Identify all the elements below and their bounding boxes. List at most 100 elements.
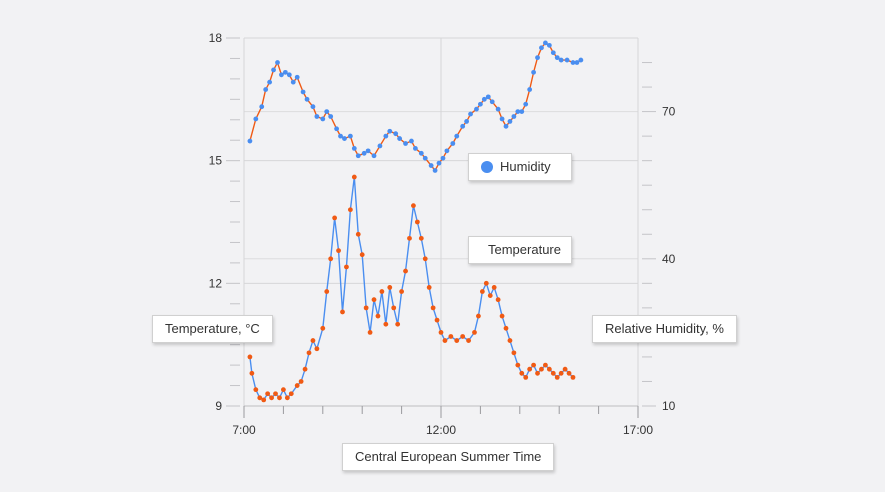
- data-point-humidity: [422, 155, 428, 161]
- data-point-temperature: [247, 354, 253, 360]
- data-point-humidity: [440, 155, 446, 161]
- data-point-humidity: [304, 96, 310, 102]
- tick-labels: 9 12 15 18 10 40 70 7:00 12:00 17:00: [209, 31, 676, 437]
- data-point-temperature: [281, 387, 286, 393]
- x-axis-label: Central European Summer Time: [342, 443, 555, 471]
- data-point-humidity: [436, 160, 442, 166]
- data-point-temperature: [503, 325, 509, 331]
- series-line-humidity: [249, 42, 582, 172]
- data-point-temperature: [523, 374, 529, 380]
- data-point-humidity: [454, 133, 460, 139]
- data-point-humidity: [460, 123, 466, 129]
- data-point-humidity: [328, 114, 334, 119]
- data-point-temperature: [367, 330, 373, 335]
- data-point-temperature: [519, 370, 525, 376]
- data-point-temperature: [383, 321, 389, 327]
- data-point-temperature: [460, 334, 466, 339]
- data-point-humidity: [570, 60, 576, 65]
- data-point-temperature: [359, 252, 365, 258]
- data-point-temperature: [535, 370, 540, 376]
- y2-axis-label: Relative Humidity, %: [592, 315, 737, 343]
- data-point-humidity: [347, 133, 353, 139]
- data-point-humidity: [578, 57, 584, 63]
- data-point-humidity: [282, 69, 288, 75]
- humidity-legend-label: Humidity: [500, 159, 551, 174]
- x-tick-label: 17:00: [623, 423, 653, 437]
- data-point-temperature: [422, 256, 428, 262]
- data-point-humidity: [574, 60, 580, 65]
- y-axis-label: Temperature, °C: [152, 315, 273, 343]
- data-point-humidity: [450, 141, 456, 146]
- data-point-temperature: [379, 289, 385, 294]
- data-point-humidity: [294, 74, 300, 80]
- data-point-temperature: [448, 334, 454, 339]
- data-point-humidity: [428, 163, 434, 168]
- data-point-humidity: [300, 89, 306, 95]
- y-tick-label: 18: [209, 31, 223, 45]
- data-point-temperature: [511, 350, 517, 356]
- data-point-humidity: [499, 116, 505, 122]
- data-point-humidity: [377, 143, 383, 149]
- data-point-temperature: [391, 305, 397, 311]
- data-point-temperature: [531, 362, 536, 368]
- data-point-temperature: [554, 374, 560, 380]
- data-point-humidity: [383, 133, 389, 139]
- data-point-humidity: [365, 148, 371, 154]
- temperature-legend-label: Temperature: [488, 242, 561, 257]
- data-point-humidity: [468, 111, 473, 117]
- x-tick-label: 7:00: [232, 423, 256, 437]
- data-point-temperature: [454, 338, 460, 343]
- series-line-temperature: [249, 176, 574, 401]
- data-point-humidity: [334, 126, 339, 132]
- data-point-temperature: [310, 338, 316, 343]
- data-point-temperature: [495, 297, 501, 303]
- data-point-humidity: [247, 138, 253, 144]
- x-tick-label: 12:00: [426, 423, 456, 437]
- data-point-temperature: [562, 366, 568, 372]
- data-point-temperature: [570, 374, 576, 380]
- data-point-humidity: [507, 119, 513, 124]
- data-point-temperature: [294, 383, 300, 388]
- data-point-humidity: [485, 94, 491, 100]
- data-point-temperature: [546, 366, 552, 372]
- data-point-temperature: [344, 264, 349, 270]
- data-point-humidity: [338, 133, 343, 139]
- data-point-temperature: [411, 203, 416, 209]
- data-point-humidity: [263, 87, 269, 92]
- data-point-temperature: [515, 362, 521, 368]
- data-point-humidity: [527, 87, 533, 92]
- series-markers: [247, 40, 584, 403]
- data-point-temperature: [430, 305, 436, 311]
- data-point-humidity: [320, 116, 326, 122]
- data-point-humidity: [558, 57, 564, 63]
- y2-tick-label: 40: [662, 252, 676, 266]
- data-point-humidity: [355, 153, 361, 159]
- data-point-temperature: [539, 366, 544, 372]
- data-point-temperature: [355, 231, 361, 237]
- data-point-temperature: [298, 379, 304, 384]
- data-point-temperature: [499, 313, 505, 319]
- data-point-humidity: [279, 72, 284, 78]
- data-point-humidity: [474, 106, 479, 112]
- data-point-temperature: [314, 346, 320, 352]
- data-point-temperature: [363, 305, 369, 311]
- data-point-temperature: [438, 330, 444, 335]
- data-point-temperature: [387, 285, 393, 290]
- data-point-temperature: [566, 370, 572, 376]
- legend-item-humidity: Humidity: [468, 153, 572, 181]
- data-point-temperature: [476, 313, 481, 319]
- data-point-humidity: [464, 119, 470, 124]
- data-point-temperature: [418, 235, 424, 241]
- data-point-temperature: [261, 397, 267, 403]
- data-point-humidity: [489, 99, 495, 105]
- data-point-humidity: [361, 150, 367, 156]
- data-point-temperature: [442, 338, 448, 343]
- data-point-temperature: [328, 256, 334, 262]
- data-point-humidity: [275, 60, 280, 65]
- data-point-humidity: [478, 101, 483, 107]
- data-point-temperature: [426, 285, 432, 290]
- data-point-temperature: [472, 330, 477, 335]
- data-point-temperature: [375, 313, 381, 319]
- data-point-humidity: [539, 45, 544, 51]
